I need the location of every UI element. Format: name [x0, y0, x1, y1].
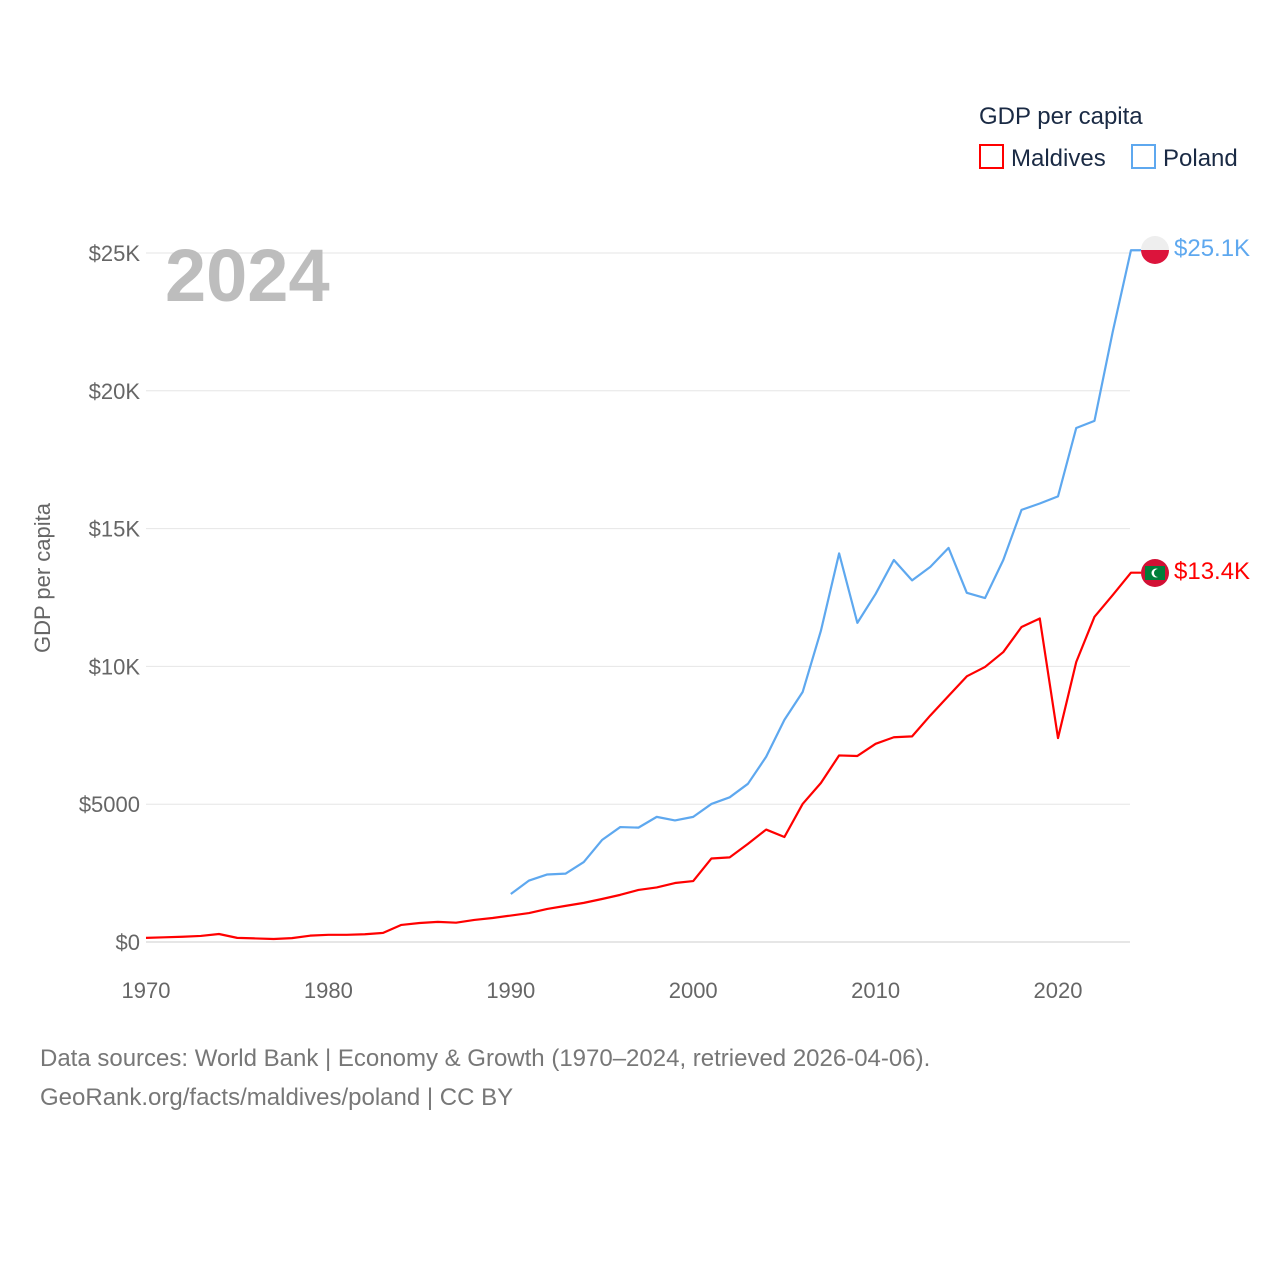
y-tick-label: $25K — [89, 241, 141, 266]
legend: GDP per capita Maldives Poland — [979, 103, 1238, 172]
series-line-maldives — [145, 571, 1141, 941]
maldives-end-label: $13.4K — [1174, 558, 1250, 585]
y-tick-label: $5000 — [79, 792, 140, 817]
legend-label-poland[interactable]: Poland — [1163, 145, 1238, 172]
y-axis-label: GDP per capita — [30, 502, 55, 653]
x-tick-label: 1970 — [122, 978, 171, 1003]
x-axis-ticks: 1970 1980 1990 2000 2010 2020 — [122, 978, 1083, 1003]
y-tick-label: $10K — [89, 654, 141, 679]
x-tick-label: 1980 — [304, 978, 353, 1003]
year-label: 2024 — [165, 234, 330, 317]
x-tick-label: 2010 — [851, 978, 900, 1003]
poland-end-label: $25.1K — [1174, 235, 1250, 262]
x-tick-label: 1990 — [486, 978, 535, 1003]
y-axis-ticks: $0 $5000 $10K $15K $20K $25K — [79, 241, 141, 955]
maldives-flag-icon — [1141, 559, 1169, 587]
gridlines — [146, 252, 1130, 943]
series-line-poland — [510, 249, 1141, 895]
poland-flag-icon — [1141, 236, 1169, 264]
x-tick-label: 2020 — [1034, 978, 1083, 1003]
legend-label-maldives[interactable]: Maldives — [1011, 145, 1106, 172]
series-lines — [145, 249, 1141, 941]
y-tick-label: $20K — [89, 379, 141, 404]
footer-link[interactable]: GeoRank.org/facts/maldives/poland | CC B… — [40, 1084, 514, 1111]
legend-swatch-maldives — [979, 144, 1004, 169]
y-tick-label: $15K — [89, 517, 141, 542]
y-tick-label: $0 — [116, 930, 140, 955]
legend-swatch-poland — [1131, 144, 1156, 169]
footer-sources: Data sources: World Bank | Economy & Gro… — [40, 1045, 931, 1072]
x-tick-label: 2000 — [669, 978, 718, 1003]
legend-title: GDP per capita — [979, 103, 1143, 130]
